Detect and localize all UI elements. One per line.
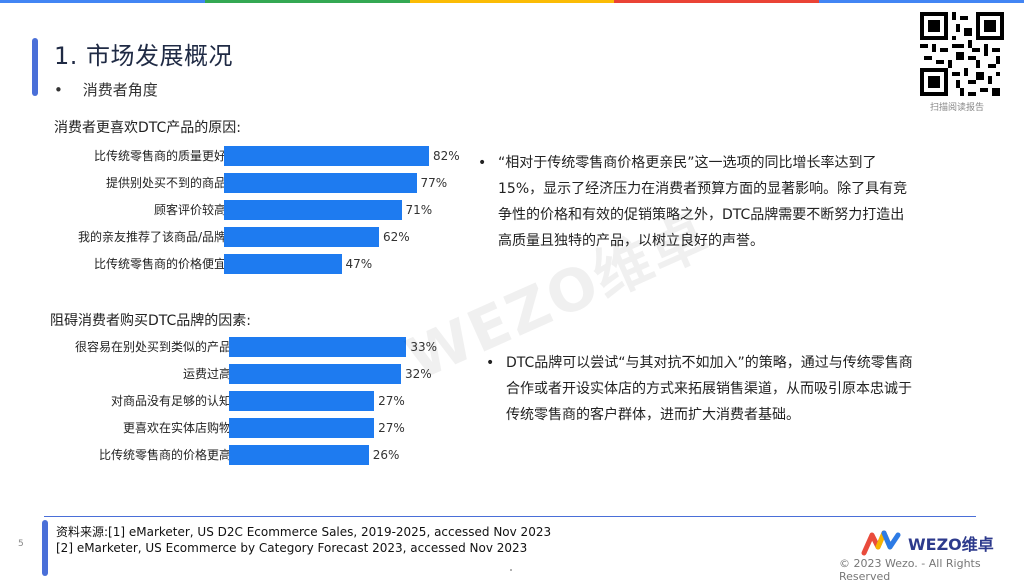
note-2-bullet: • <box>486 355 495 371</box>
note-1: • “相对于传统零售商价格更亲民”这一选项的同比增长率达到了15%，显示了经济压… <box>478 150 918 254</box>
value-label: 47% <box>345 257 373 271</box>
category-label: 对商品没有足够的认知 <box>110 394 231 408</box>
bar <box>229 445 369 465</box>
chart-row: 很容易在别处买到类似的产品 33% <box>0 336 480 358</box>
top-bar-segment <box>409 0 615 3</box>
category-label: 顾客评价较高 <box>153 203 226 217</box>
chart-row: 比传统零售商的价格便宜 47% <box>0 253 480 275</box>
value-label: 33% <box>410 340 438 354</box>
subtitle: • 消费者角度 <box>54 79 158 100</box>
category-label: 我的亲友推荐了该商品/品牌 <box>77 230 226 244</box>
chart-row: 提供别处买不到的商品 77% <box>0 172 480 194</box>
bar <box>229 391 375 411</box>
category-label: 更喜欢在实体店购物 <box>122 421 231 435</box>
category-label: 提供别处买不到的商品 <box>105 176 226 190</box>
top-bar-segment <box>819 0 1024 3</box>
category-label: 比传统零售商的价格便宜 <box>93 257 226 271</box>
note-2: • DTC品牌可以尝试“与其对抗不如加入”的策略，通过与传统零售商合作或者开设实… <box>486 350 924 428</box>
value-label: 27% <box>378 394 405 408</box>
bar <box>224 254 342 274</box>
barriers-bar-chart: 很容易在别处买到类似的产品 33% 运费过高 32% 对商品没有足够的认知 27% 更喜欢在… <box>0 336 480 471</box>
page-number: 5 <box>18 539 24 549</box>
chart-row: 运费过高 32% <box>0 363 480 385</box>
category-label: 很容易在别处买到类似的产品 <box>74 340 231 354</box>
subtitle-bullet: • <box>54 81 63 99</box>
value-label: 32% <box>405 367 432 381</box>
reasons-bar-chart: 比传统零售商的质量更好 82% 提供别处买不到的商品 77% 顾客评价较高 71% 我的亲友… <box>0 145 480 280</box>
category-label: 比传统零售商的价格更高 <box>98 448 231 462</box>
note-1-text: “相对于传统零售商价格更亲民”这一选项的同比增长率达到了15%，显示了经济压力在… <box>498 155 908 249</box>
source-note: 资料来源:[1] eMarketer, US D2C Ecommerce Sal… <box>56 524 551 556</box>
top-bar-segment <box>0 0 205 3</box>
page-title: 1. 市场发展概况 <box>54 42 234 70</box>
chart-row: 更喜欢在实体店购物 27% <box>0 417 480 439</box>
value-label: 71% <box>405 203 433 217</box>
chart-title-barriers: 阻碍消费者购买DTC品牌的因素: <box>50 313 252 329</box>
source-line-1: 资料来源:[1] eMarketer, US D2C Ecommerce Sal… <box>56 525 552 539</box>
logo-text: WEZO维卓 <box>908 535 994 554</box>
value-label: 27% <box>378 421 405 435</box>
bar <box>229 364 401 384</box>
qr-code[interactable] <box>920 12 1004 96</box>
copyright: © 2023 Wezo. - All Rights Reserved <box>839 557 981 583</box>
bar <box>224 227 379 247</box>
title-accent-bar <box>32 38 38 96</box>
chart-row: 我的亲友推荐了该商品/品牌 62% <box>0 226 480 248</box>
chart-title-reasons: 消费者更喜欢DTC产品的原因: <box>54 120 242 136</box>
logo-mark-icon <box>861 530 901 556</box>
bar <box>229 337 407 357</box>
company-logo: WEZO维卓 <box>860 529 994 557</box>
category-label: 运费过高 <box>182 367 231 381</box>
chart-row: 比传统零售商的质量更好 82% <box>0 145 480 167</box>
source-line-2: [2] eMarketer, US Ecommerce by Category … <box>56 541 528 555</box>
footer-accent-bar <box>42 520 48 576</box>
qr-label: 扫描阅读报告 <box>930 103 985 113</box>
value-label: 62% <box>383 230 410 244</box>
bar <box>224 146 429 166</box>
subtitle-text: 消费者角度 <box>82 81 158 99</box>
chart-row: 对商品没有足够的认知 27% <box>0 390 480 412</box>
bar <box>224 200 402 220</box>
footer-divider <box>44 516 976 517</box>
top-bar-segment <box>614 0 820 3</box>
note-2-text: DTC品牌可以尝试“与其对抗不如加入”的策略，通过与传统零售商合作或者开设实体店… <box>506 355 913 423</box>
bar <box>229 418 375 438</box>
chart-row: 顾客评价较高 71% <box>0 199 480 221</box>
chart-row: 比传统零售商的价格更高 26% <box>0 444 480 466</box>
bar <box>224 173 417 193</box>
page-dot <box>510 569 512 571</box>
top-color-bar <box>0 0 1024 3</box>
top-bar-segment <box>204 0 410 3</box>
value-label: 26% <box>372 448 400 462</box>
value-label: 77% <box>420 176 448 190</box>
category-label: 比传统零售商的质量更好 <box>93 149 226 163</box>
note-1-bullet: • <box>478 155 487 171</box>
value-label: 82% <box>433 149 460 163</box>
